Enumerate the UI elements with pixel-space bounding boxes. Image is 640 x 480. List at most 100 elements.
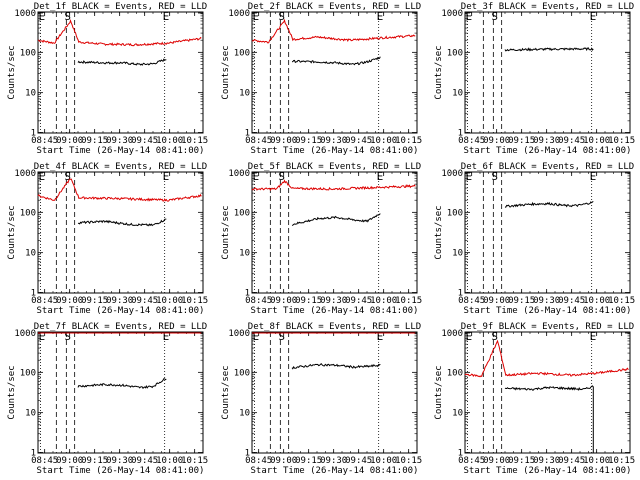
marker-label: E (253, 10, 260, 23)
x-tick-label: 09:15 (295, 136, 322, 146)
marker-label: S (491, 10, 498, 23)
x-tick-label: 09:00 (56, 136, 83, 146)
y-tick-label: 10 (25, 409, 36, 419)
series-lld-line (251, 179, 416, 192)
y-tick-label: 100 (447, 368, 463, 378)
x-tick-label: 10:15 (395, 136, 422, 146)
plot-frame (37, 331, 204, 454)
marker-label: E (377, 170, 384, 183)
y-tick-label: 10 (452, 409, 463, 419)
panel-title: Det_7f BLACK = Events, RED = LLD (34, 322, 207, 332)
panel-title: Det_9f BLACK = Events, RED = LLD (461, 322, 634, 332)
panel-title: Det_2f BLACK = Events, RED = LLD (248, 2, 421, 12)
marker-label: E (163, 10, 170, 23)
plot-frame (37, 11, 204, 134)
series-lld-line (464, 339, 629, 378)
x-tick-label: 10:15 (608, 456, 635, 466)
y-tick-label: 1 (458, 129, 463, 139)
panel-8: Det_8f BLACK = Events, RED = LLD 1 10 100 10… (221, 322, 422, 476)
series-events-line (504, 385, 594, 453)
panel-3: Det_3f BLACK = Events, RED = LLD 1 10 100 10… (434, 2, 635, 156)
y-tick-label: 1 (31, 289, 36, 299)
y-tick-label: 10 (452, 89, 463, 99)
x-tick-label: 10:15 (608, 136, 635, 146)
x-tick-label: 09:45 (131, 136, 158, 146)
x-tick-label: 08:45 (31, 136, 58, 146)
y-axis-label: Counts/sec (221, 365, 231, 419)
x-tick-label: 08:45 (458, 296, 485, 306)
marker-label: E (253, 330, 260, 343)
plot-frame (251, 171, 418, 294)
y-axis-label: Counts/sec (221, 205, 231, 259)
y-tick-label: 1 (31, 129, 36, 139)
y-tick-label: 1 (31, 449, 36, 459)
marker-label: E (163, 170, 170, 183)
plot-frame (37, 171, 204, 294)
series-events-line (504, 200, 594, 208)
y-axis-label: Counts/sec (7, 205, 17, 259)
y-tick-label: 1000 (441, 169, 463, 179)
y-axis-label: Counts/sec (221, 45, 231, 99)
y-axis-label: Counts/sec (434, 365, 444, 419)
plot-frame (251, 11, 418, 134)
series-events-line (77, 58, 167, 66)
x-tick-label: 08:45 (245, 456, 272, 466)
x-axis-label: Start Time (26-May-14 08:41:00) (37, 146, 205, 156)
marker-label: E (466, 10, 473, 23)
plot-frame (464, 331, 631, 454)
marker-label: S (278, 10, 285, 23)
x-tick-label: 09:45 (558, 296, 585, 306)
panel-6: Det_6f BLACK = Events, RED = LLD 1 10 100 10… (434, 162, 635, 316)
x-tick-label: 09:15 (295, 296, 322, 306)
marker-label: E (39, 10, 46, 23)
x-tick-label: 09:30 (106, 456, 133, 466)
x-axis-label: Start Time (26-May-14 08:41:00) (251, 466, 419, 476)
y-tick-label: 10 (239, 89, 250, 99)
x-tick-label: 10:15 (181, 136, 208, 146)
x-tick-label: 09:00 (270, 296, 297, 306)
y-tick-label: 1000 (228, 169, 250, 179)
series-lld-line (251, 18, 416, 44)
y-tick-label: 100 (234, 48, 250, 58)
y-tick-label: 100 (234, 368, 250, 378)
x-tick-label: 08:45 (245, 136, 272, 146)
marker-label: E (39, 330, 46, 343)
marker-label: E (377, 330, 384, 343)
x-tick-label: 10:00 (370, 136, 397, 146)
panel-title: Det_6f BLACK = Events, RED = LLD (461, 162, 634, 172)
marker-label: S (64, 10, 71, 23)
y-tick-label: 10 (239, 249, 250, 259)
y-tick-label: 1000 (228, 9, 250, 19)
x-tick-label: 09:45 (345, 136, 372, 146)
marker-label: E (466, 330, 473, 343)
x-tick-label: 09:15 (81, 456, 108, 466)
x-tick-label: 10:15 (181, 456, 208, 466)
x-tick-label: 09:15 (508, 456, 535, 466)
x-tick-label: 10:00 (156, 136, 183, 146)
y-tick-label: 1 (245, 129, 250, 139)
panel-2: Det_2f BLACK = Events, RED = LLD 1 10 100 10… (221, 2, 422, 156)
x-tick-label: 10:00 (370, 456, 397, 466)
x-tick-label: 10:00 (583, 456, 610, 466)
x-tick-label: 08:45 (245, 296, 272, 306)
panel-title: Det_1f BLACK = Events, RED = LLD (34, 2, 207, 12)
series-lld-line (37, 178, 202, 202)
x-tick-label: 09:30 (320, 296, 347, 306)
x-tick-label: 10:00 (583, 136, 610, 146)
y-tick-label: 1000 (14, 329, 36, 339)
marker-label: E (377, 10, 384, 23)
x-tick-label: 09:45 (558, 136, 585, 146)
y-tick-label: 100 (20, 368, 36, 378)
y-tick-label: 10 (452, 249, 463, 259)
marker-label: S (278, 170, 285, 183)
series-events-line (504, 47, 594, 52)
y-axis-label: Counts/sec (7, 365, 17, 419)
x-tick-label: 09:00 (56, 456, 83, 466)
marker-label: E (39, 170, 46, 183)
y-tick-label: 10 (25, 249, 36, 259)
x-tick-label: 10:15 (608, 296, 635, 306)
y-tick-label: 100 (447, 48, 463, 58)
y-tick-label: 1 (458, 449, 463, 459)
y-tick-label: 10 (25, 89, 36, 99)
